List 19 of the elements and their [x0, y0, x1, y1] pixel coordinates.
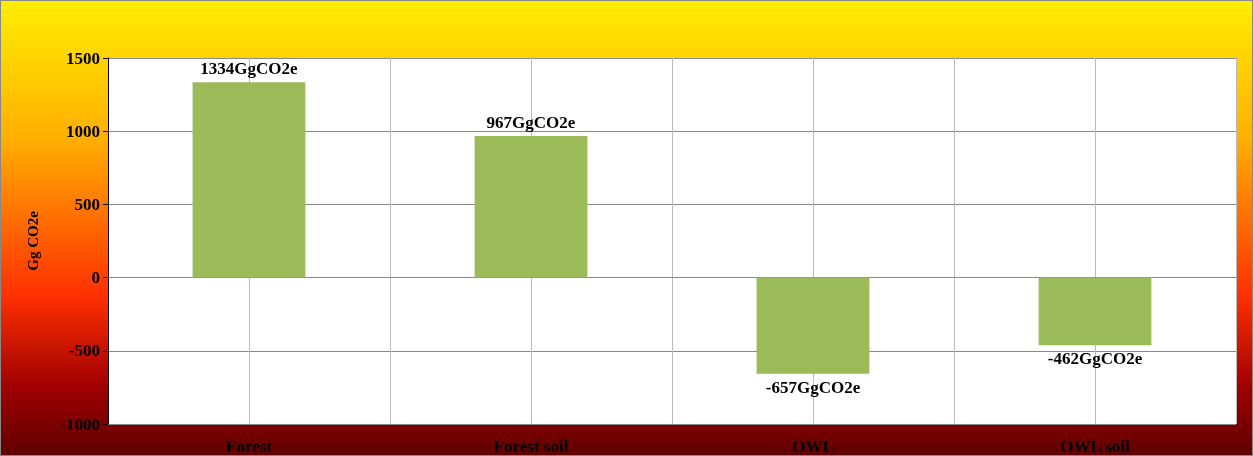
- data-label: -462GgCO2e: [1047, 349, 1143, 369]
- x-tick-label: OWL soil: [1060, 437, 1130, 456]
- bar: [474, 136, 588, 278]
- y-tick-label: 0: [91, 268, 100, 288]
- data-label: -657GgCO2e: [765, 377, 861, 397]
- x-tick-label: Forest soil: [493, 437, 569, 456]
- data-label: 967GgCO2e: [486, 113, 576, 133]
- x-tick-label: OWL: [792, 437, 834, 456]
- bar: [192, 82, 306, 278]
- bar: [1038, 277, 1152, 346]
- x-tick-label: Forest: [226, 437, 273, 456]
- y-axis-title: Gg CO2e: [24, 210, 41, 271]
- y-tick-label: 1000: [66, 121, 100, 141]
- y-tick-label: -1000: [60, 414, 100, 434]
- bar: [756, 277, 870, 374]
- y-tick-label: 1500: [66, 48, 100, 68]
- y-tick-label: 500: [74, 194, 100, 214]
- data-label: 1334GgCO2e: [200, 59, 299, 79]
- y-tick-label: -500: [68, 341, 100, 361]
